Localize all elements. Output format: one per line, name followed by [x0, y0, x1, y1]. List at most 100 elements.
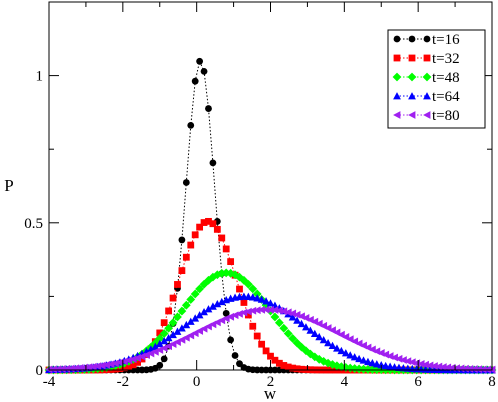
data-point	[328, 341, 337, 350]
legend-label: t=64	[432, 89, 460, 105]
data-point	[124, 356, 133, 365]
data-point	[483, 365, 491, 374]
legend-label: t=32	[432, 51, 460, 67]
data-point	[257, 295, 266, 303]
data-point	[227, 258, 235, 265]
data-point	[372, 360, 381, 368]
data-point	[395, 354, 403, 363]
data-point	[479, 365, 487, 374]
x-tick-label: 6	[414, 374, 422, 390]
data-point	[174, 281, 181, 288]
data-point	[178, 324, 186, 332]
data-point	[465, 364, 474, 373]
data-point	[196, 223, 204, 231]
data-point	[129, 355, 137, 364]
data-point	[129, 361, 137, 369]
data-point	[98, 361, 106, 370]
data-point	[200, 68, 208, 75]
data-point	[364, 357, 372, 366]
data-point	[191, 314, 200, 322]
series-2	[45, 217, 496, 374]
data-point	[244, 307, 252, 316]
data-point	[191, 77, 199, 85]
data-point	[283, 329, 293, 338]
data-point	[426, 361, 434, 370]
data-point	[399, 356, 407, 364]
data-point	[213, 299, 222, 308]
data-point	[125, 363, 133, 370]
legend-marker	[393, 35, 401, 43]
x-tick-label: 4	[341, 374, 349, 390]
data-point	[227, 336, 235, 344]
data-point	[155, 334, 165, 343]
data-point	[443, 363, 452, 372]
y-tick-label: 0.5	[24, 216, 43, 232]
legend-marker	[393, 111, 401, 119]
data-point	[306, 326, 315, 334]
data-point	[120, 357, 128, 366]
data-point	[257, 305, 266, 314]
x-tick-label: -4	[43, 374, 56, 390]
data-point	[200, 307, 208, 316]
data-point	[151, 342, 160, 350]
data-point	[293, 316, 301, 324]
data-point	[337, 346, 346, 355]
legend-label: t=48	[432, 70, 460, 86]
data-point	[173, 327, 182, 335]
x-tick-label: -2	[117, 374, 130, 390]
data-point	[204, 275, 213, 285]
legend-marker	[422, 72, 432, 82]
data-point	[200, 219, 208, 226]
legend-marker	[423, 54, 431, 62]
data-point	[289, 364, 297, 372]
data-point	[164, 333, 173, 342]
data-point	[430, 362, 438, 370]
y-tick-label: 1	[36, 69, 44, 85]
data-point	[293, 365, 301, 373]
data-point	[182, 179, 190, 186]
data-point	[262, 297, 270, 305]
data-point	[417, 360, 425, 368]
data-point	[350, 353, 359, 361]
data-point	[102, 361, 110, 369]
data-point	[165, 307, 173, 315]
legend-marker	[423, 35, 431, 43]
data-point	[262, 305, 270, 314]
data-point	[208, 272, 218, 282]
data-point	[288, 334, 298, 343]
data-point	[275, 359, 283, 367]
data-point	[209, 159, 217, 167]
data-point	[236, 285, 243, 293]
data-point	[160, 319, 168, 327]
data-point	[186, 317, 195, 325]
legend-marker	[393, 92, 401, 100]
data-point	[333, 344, 341, 352]
data-point	[243, 279, 253, 289]
data-point	[262, 347, 270, 355]
data-point	[62, 364, 71, 373]
data-point	[49, 365, 57, 374]
data-point	[213, 225, 221, 233]
data-point	[155, 339, 164, 348]
data-point	[355, 354, 363, 363]
data-point	[196, 57, 204, 65]
legend-item: t=16	[393, 32, 460, 48]
data-point	[266, 299, 275, 307]
data-point	[107, 360, 115, 369]
data-point	[134, 358, 141, 366]
data-point	[301, 346, 311, 356]
legend-label: t=80	[432, 108, 460, 124]
data-point	[252, 289, 262, 299]
data-point	[160, 355, 168, 363]
data-point	[187, 241, 195, 249]
legend-item: t=64	[393, 89, 460, 105]
data-point	[204, 305, 213, 313]
data-point	[53, 365, 62, 374]
legend-marker	[407, 72, 417, 82]
data-point	[434, 362, 443, 371]
data-point	[421, 360, 429, 369]
data-point	[84, 363, 93, 372]
data-point	[319, 336, 328, 344]
x-axis-label: w	[264, 384, 277, 402]
data-point	[368, 358, 377, 367]
